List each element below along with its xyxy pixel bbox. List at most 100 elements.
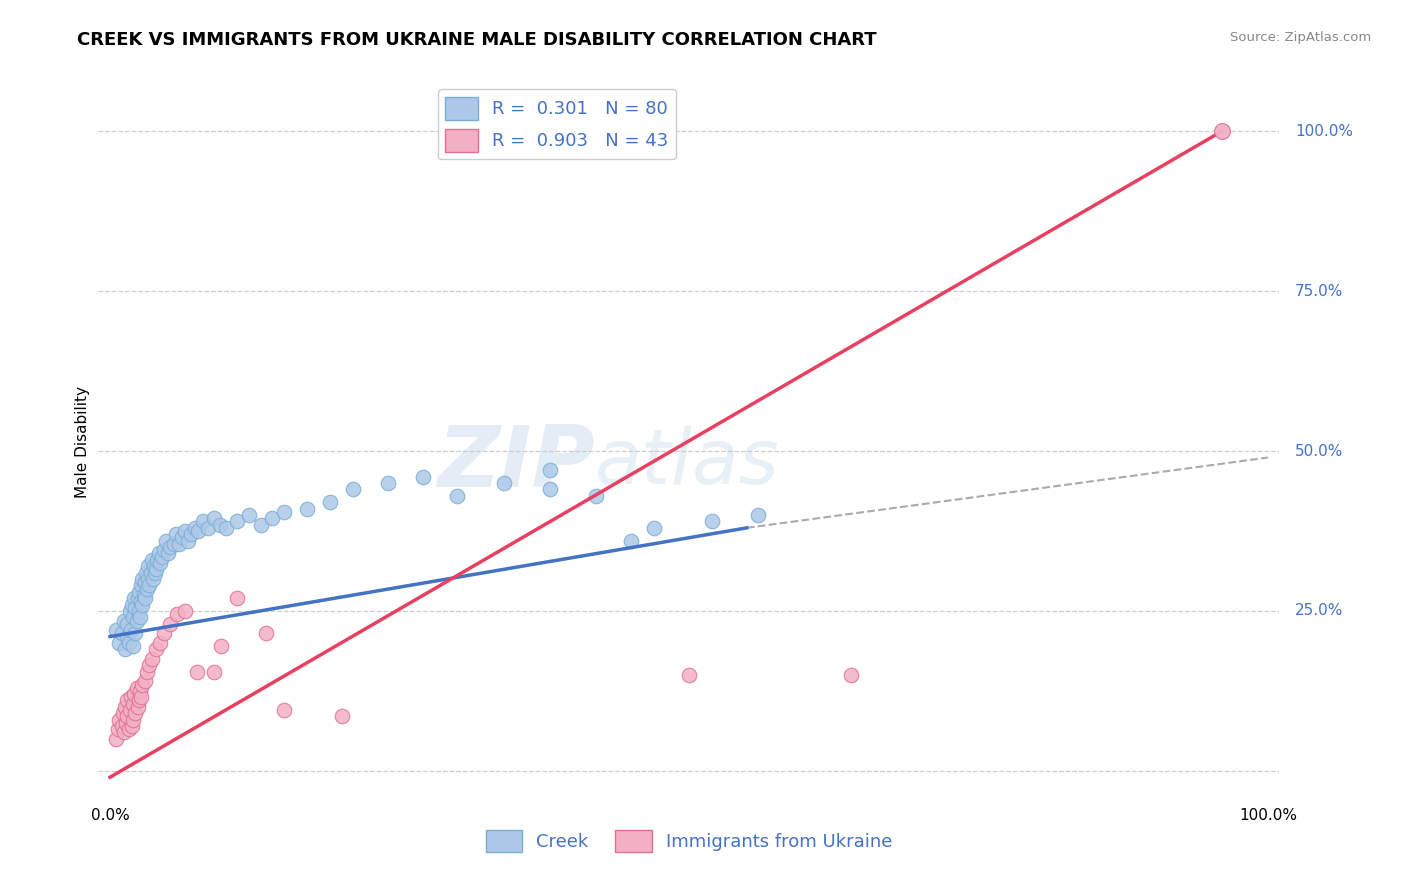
Text: 75.0%: 75.0% bbox=[1295, 284, 1343, 299]
Point bbox=[128, 584, 150, 599]
Point bbox=[117, 636, 139, 650]
Point bbox=[129, 610, 152, 624]
Point bbox=[197, 521, 219, 535]
Point bbox=[136, 572, 159, 586]
Point bbox=[187, 524, 209, 538]
Point bbox=[643, 521, 665, 535]
Text: 100.0%: 100.0% bbox=[1295, 124, 1353, 139]
Point bbox=[412, 469, 434, 483]
Point bbox=[295, 501, 318, 516]
Point bbox=[202, 665, 225, 679]
Point bbox=[125, 681, 148, 695]
Point bbox=[678, 668, 700, 682]
Legend: Creek, Immigrants from Ukraine: Creek, Immigrants from Ukraine bbox=[478, 822, 900, 859]
Point bbox=[249, 517, 271, 532]
Point bbox=[136, 665, 159, 679]
Point bbox=[226, 515, 249, 529]
Point bbox=[118, 703, 141, 717]
Point bbox=[273, 505, 295, 519]
Point bbox=[125, 614, 148, 628]
Point bbox=[1211, 124, 1233, 138]
Point bbox=[142, 572, 165, 586]
Point bbox=[208, 517, 231, 532]
Point bbox=[111, 706, 134, 721]
Point bbox=[112, 725, 135, 739]
Point bbox=[117, 709, 139, 723]
Point bbox=[122, 639, 145, 653]
Point bbox=[124, 591, 146, 606]
Point bbox=[166, 607, 188, 622]
Point bbox=[153, 626, 176, 640]
Text: ZIP: ZIP bbox=[437, 422, 595, 505]
Text: Source: ZipAtlas.com: Source: ZipAtlas.com bbox=[1230, 31, 1371, 45]
Point bbox=[585, 489, 607, 503]
Point bbox=[145, 562, 167, 576]
Point bbox=[129, 578, 152, 592]
Point bbox=[108, 636, 131, 650]
Point bbox=[121, 719, 143, 733]
Point bbox=[129, 684, 152, 698]
Point bbox=[143, 559, 166, 574]
Y-axis label: Male Disability: Male Disability bbox=[75, 385, 90, 498]
Point bbox=[180, 527, 202, 541]
Point bbox=[146, 553, 169, 567]
Point bbox=[128, 693, 150, 707]
Point bbox=[145, 642, 167, 657]
Point bbox=[141, 652, 163, 666]
Point bbox=[138, 578, 160, 592]
Point bbox=[124, 600, 146, 615]
Point bbox=[104, 731, 127, 746]
Point bbox=[620, 533, 643, 548]
Point bbox=[319, 495, 342, 509]
Point bbox=[139, 566, 162, 580]
Point bbox=[138, 658, 160, 673]
Point bbox=[117, 630, 139, 644]
Point bbox=[118, 604, 141, 618]
Point bbox=[134, 575, 156, 590]
Point bbox=[129, 690, 152, 705]
Point bbox=[163, 537, 186, 551]
Point bbox=[132, 588, 155, 602]
Point bbox=[254, 626, 277, 640]
Point bbox=[330, 709, 353, 723]
Text: CREEK VS IMMIGRANTS FROM UKRAINE MALE DISABILITY CORRELATION CHART: CREEK VS IMMIGRANTS FROM UKRAINE MALE DI… bbox=[77, 31, 877, 49]
Point bbox=[115, 715, 138, 730]
Point bbox=[273, 703, 295, 717]
Point bbox=[117, 616, 139, 631]
Point bbox=[108, 713, 131, 727]
Point bbox=[538, 463, 561, 477]
Point bbox=[112, 614, 135, 628]
Point bbox=[128, 604, 150, 618]
Point bbox=[114, 699, 136, 714]
Point bbox=[131, 572, 153, 586]
Point bbox=[143, 566, 166, 580]
Point bbox=[377, 476, 399, 491]
Point bbox=[176, 533, 198, 548]
Point bbox=[153, 543, 176, 558]
Point bbox=[170, 531, 193, 545]
Point bbox=[134, 591, 156, 606]
Point bbox=[149, 556, 172, 570]
Point bbox=[149, 636, 172, 650]
Point bbox=[186, 665, 208, 679]
Point bbox=[110, 719, 132, 733]
Point bbox=[700, 515, 723, 529]
Point bbox=[131, 598, 153, 612]
Point bbox=[209, 639, 232, 653]
Point bbox=[136, 582, 159, 596]
Point bbox=[150, 549, 173, 564]
Point bbox=[183, 521, 205, 535]
Point bbox=[156, 546, 179, 560]
Point bbox=[127, 591, 149, 606]
Point bbox=[202, 511, 225, 525]
Point bbox=[122, 713, 145, 727]
Point bbox=[165, 527, 187, 541]
Point bbox=[124, 687, 146, 701]
Point bbox=[110, 626, 132, 640]
Point bbox=[238, 508, 260, 522]
Point bbox=[262, 511, 284, 525]
Point bbox=[174, 604, 197, 618]
Text: atlas: atlas bbox=[595, 426, 779, 500]
Point bbox=[215, 521, 238, 535]
Point bbox=[159, 540, 181, 554]
